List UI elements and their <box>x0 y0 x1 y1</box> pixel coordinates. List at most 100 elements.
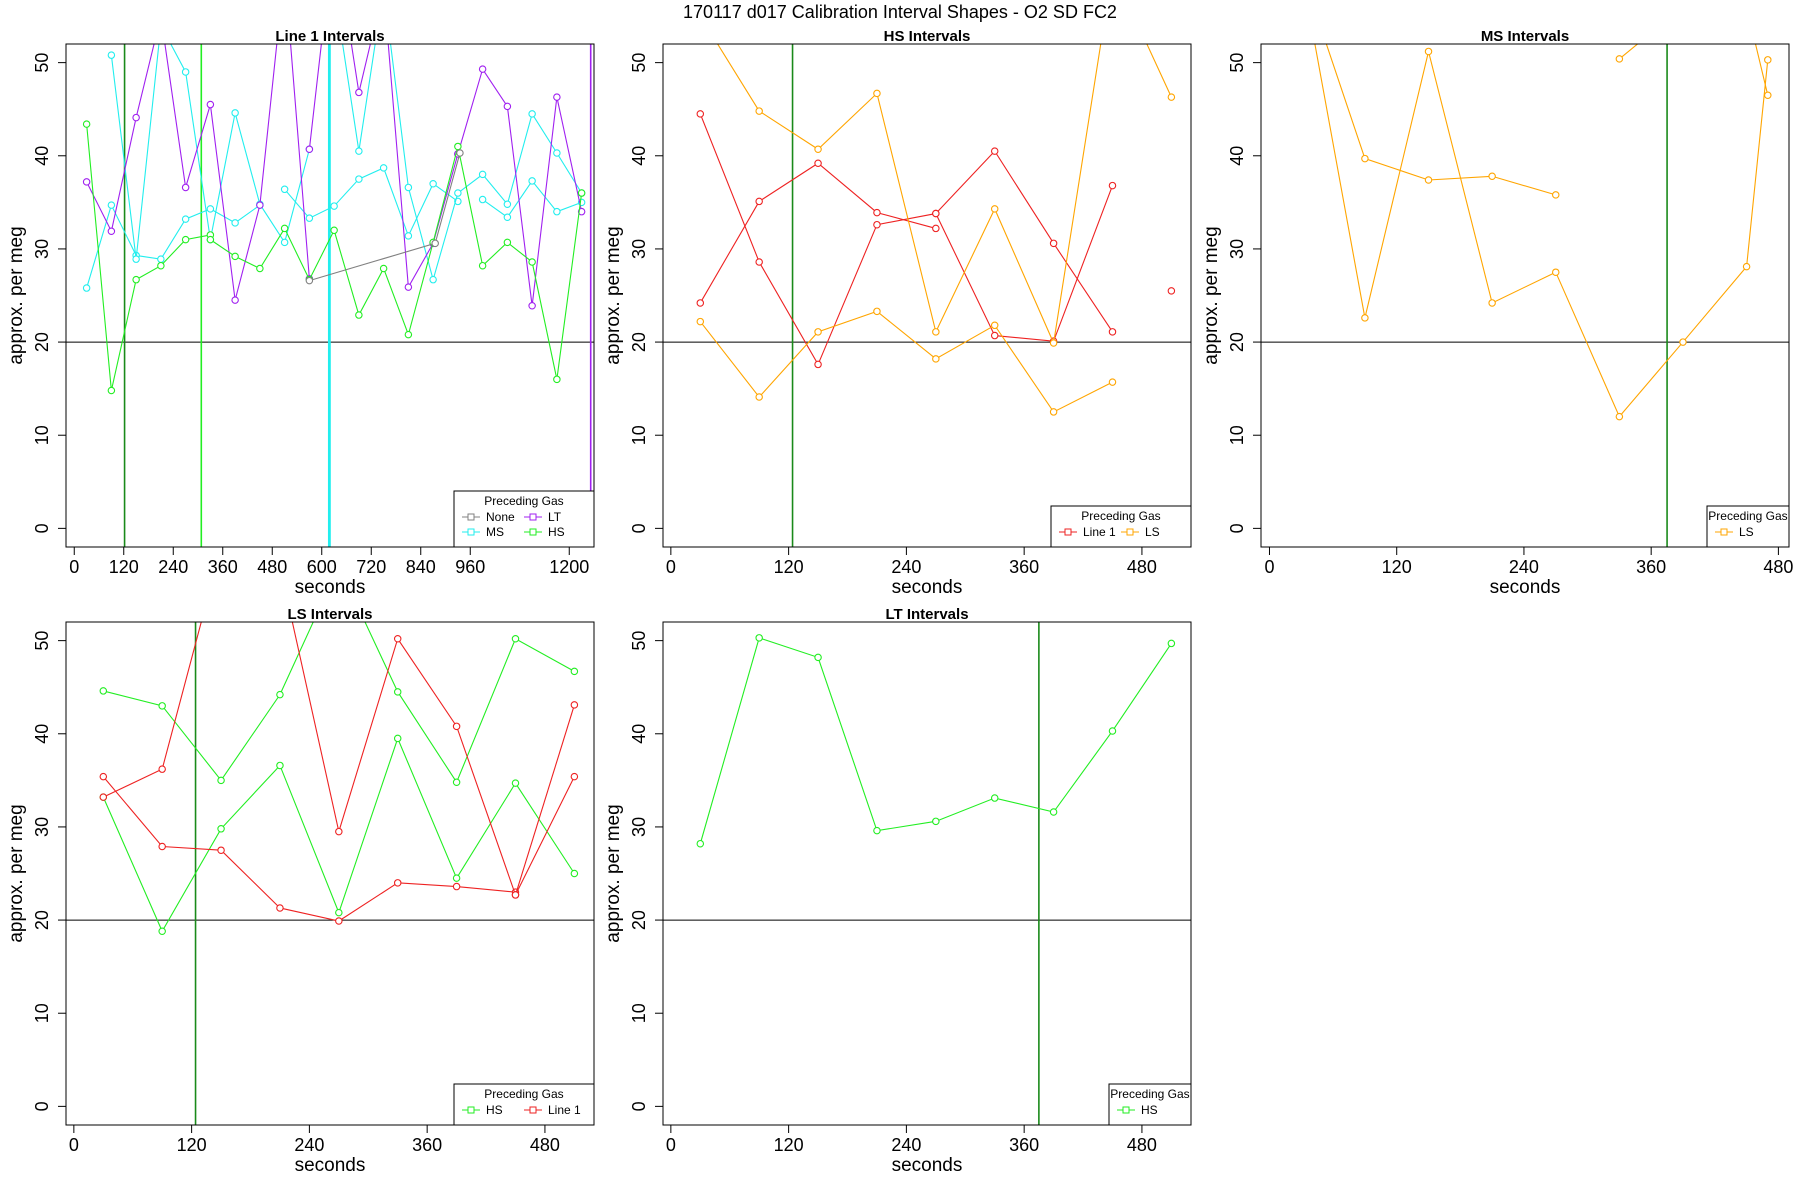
figure-title: 170117 d017 Calibration Interval Shapes … <box>683 2 1117 22</box>
data-point <box>990 331 999 340</box>
data-point <box>577 189 586 197</box>
data-point <box>305 145 314 154</box>
legend-entry-hs: HS <box>524 525 565 539</box>
data-point <box>181 215 190 223</box>
x-axis: 0 120 240 360 480 <box>666 547 1157 577</box>
chart-panel-lt-intervals: LT Intervals 0 120 240 360 480 seconds 0 10 20 30 4… <box>603 606 1192 1176</box>
data-point <box>231 252 239 261</box>
data-point <box>1108 378 1117 386</box>
data-point <box>814 159 822 167</box>
y-tick-label: 10 <box>32 1003 52 1023</box>
data-point <box>570 701 579 709</box>
data-point <box>355 88 363 97</box>
series-line <box>699 310 1113 413</box>
y-axis-title: approx. per meg <box>603 804 624 942</box>
data-point <box>206 100 215 109</box>
series-line <box>86 124 211 391</box>
data-point <box>231 296 239 304</box>
series-hs <box>99 622 579 786</box>
data-point <box>1167 93 1176 101</box>
chart-panel-hs-intervals: HS Intervals 0 120 240 360 480 seconds 0 10 20 30 4… <box>603 28 1192 598</box>
data-point <box>393 688 402 696</box>
data-point <box>158 22 164 28</box>
data-point <box>696 317 705 326</box>
y-tick-label: 30 <box>629 239 649 259</box>
y-axis-title: approx. per meg <box>6 804 27 942</box>
legend-swatch-marker <box>467 513 475 521</box>
series-line <box>514 704 575 896</box>
data-point <box>511 779 520 787</box>
data-point <box>1167 287 1176 295</box>
legend-label: None <box>486 510 515 524</box>
data-point <box>990 205 999 213</box>
x-axis: 0 120 240 360 480 <box>69 1125 560 1155</box>
data-point <box>404 330 413 339</box>
data-point <box>932 224 940 233</box>
data-point <box>478 261 487 270</box>
data-point <box>1551 268 1560 276</box>
legend: Preceding Gas HS <box>1108 1083 1192 1126</box>
x-axis: 0 120 240 360 480 600 720 840 960 1200 <box>69 547 589 577</box>
legend-label: Line 1 <box>548 1103 581 1117</box>
series-ms <box>478 177 586 222</box>
y-axis: 0 10 20 30 40 50 <box>32 631 66 1111</box>
series-ms <box>82 201 264 292</box>
x-tick-label: 360 <box>1009 557 1039 577</box>
plot-area <box>663 622 1191 1125</box>
x-tick-label: 480 <box>1127 557 1157 577</box>
x-tick-label: 0 <box>69 557 79 577</box>
data-point <box>256 201 264 209</box>
data-point <box>404 283 413 291</box>
data-point <box>553 149 561 157</box>
y-tick-label: 40 <box>629 724 649 744</box>
data-point <box>276 690 284 699</box>
x-axis-title: seconds <box>295 577 366 598</box>
data-point <box>355 175 363 183</box>
plot-area <box>66 622 594 1125</box>
data-point <box>107 51 116 59</box>
series-ls <box>696 307 1117 416</box>
data-point <box>231 109 239 117</box>
data-point <box>755 634 763 642</box>
x-tick-label: 120 <box>109 557 139 577</box>
data-point <box>1361 314 1369 322</box>
data-point <box>330 202 338 210</box>
legend-entry-hs: HS <box>1117 1103 1158 1117</box>
series-line-1 <box>1167 287 1176 295</box>
data-point <box>1108 727 1117 735</box>
series-line-1 <box>511 701 579 899</box>
series-hs <box>99 734 579 936</box>
y-axis: 0 10 20 30 40 50 <box>1227 53 1261 533</box>
y-tick-label: 0 <box>1227 523 1247 533</box>
data-point <box>1424 47 1433 56</box>
data-point <box>1108 328 1117 336</box>
data-point <box>158 765 166 773</box>
data-point <box>696 299 705 307</box>
data-point <box>355 147 363 155</box>
data-point <box>755 393 763 401</box>
series-line <box>716 44 1172 345</box>
data-point <box>814 328 822 336</box>
legend-title: Preceding Gas <box>484 494 563 508</box>
data-point <box>280 224 289 233</box>
data-point <box>158 702 166 710</box>
series-hs <box>82 120 215 395</box>
data-point <box>570 869 579 878</box>
x-tick-label: 120 <box>177 1135 207 1155</box>
data-point <box>431 239 439 248</box>
y-tick-label: 40 <box>32 724 52 744</box>
data-point <box>276 904 284 912</box>
y-tick-label: 30 <box>32 239 52 259</box>
data-point <box>217 776 225 785</box>
plot-frame <box>662 621 1192 1126</box>
y-axis-title: approx. per meg <box>1201 226 1222 364</box>
data-point <box>355 311 363 319</box>
data-point <box>873 208 881 217</box>
series-hs <box>696 634 1176 848</box>
data-point <box>305 276 314 285</box>
x-tick-label: 240 <box>294 1135 324 1155</box>
x-tick-label: 0 <box>1264 557 1274 577</box>
legend-box <box>1108 1083 1192 1126</box>
data-point <box>335 917 343 925</box>
